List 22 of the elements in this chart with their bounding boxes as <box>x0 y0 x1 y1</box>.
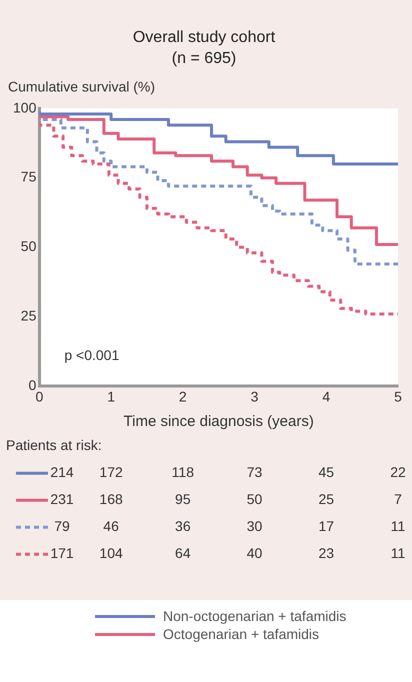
legend-label: Non-octogenarian + tafamidis <box>163 608 346 624</box>
y-tick-label: 100 <box>13 99 37 116</box>
text: 171 104 64 40 23 11 <box>50 545 406 562</box>
y-tick-label: 0 <box>28 377 37 394</box>
x-tick-label: 1 <box>107 388 116 404</box>
text: 214 172 118 73 45 22 <box>50 464 406 480</box>
text: 79 46 36 30 17 11 <box>54 518 406 534</box>
legend-label: Octogenarian + tafamidis <box>163 626 320 642</box>
x-tick-label: 2 <box>178 388 187 404</box>
chart-title: Overall study cohort <box>132 29 276 46</box>
text: Patients at risk: <box>6 437 102 454</box>
annotation: p <0.001 <box>64 347 120 364</box>
x-tick-label: 3 <box>250 388 259 404</box>
text: 231 168 95 50 25 7 <box>50 491 402 508</box>
y-tick-label: 50 <box>20 238 37 254</box>
chart-subtitle: (n = 695) <box>172 50 236 68</box>
y-tick-label: 25 <box>20 308 37 324</box>
x-tick-label: 4 <box>322 388 330 404</box>
y-tick-label: 75 <box>20 168 37 185</box>
x-axis-title: Time since diagnosis (years) <box>124 413 314 430</box>
x-tick-label: 5 <box>394 388 402 404</box>
y-axis-title: Cumulative survival (%) <box>8 78 156 94</box>
